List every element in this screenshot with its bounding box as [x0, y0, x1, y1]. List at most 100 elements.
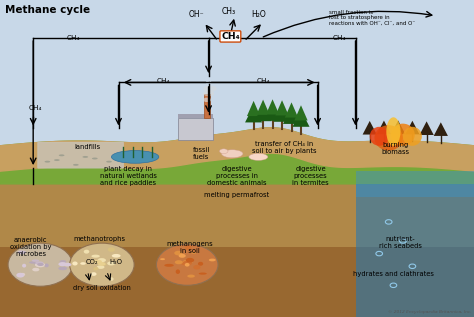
Circle shape	[70, 243, 134, 286]
Ellipse shape	[29, 261, 37, 264]
Polygon shape	[255, 104, 272, 121]
Ellipse shape	[221, 150, 243, 158]
Ellipse shape	[32, 260, 39, 262]
Ellipse shape	[98, 258, 106, 262]
Text: H₂O: H₂O	[109, 259, 123, 264]
Ellipse shape	[54, 159, 60, 161]
Text: © 2012 Encyclopaedia Britannica, Inc.: © 2012 Encyclopaedia Britannica, Inc.	[388, 310, 472, 314]
Ellipse shape	[98, 262, 106, 266]
Text: methanotrophs: methanotrophs	[73, 236, 126, 242]
Polygon shape	[292, 110, 310, 127]
Ellipse shape	[185, 245, 191, 250]
Ellipse shape	[219, 149, 228, 154]
Ellipse shape	[82, 156, 88, 158]
Text: melting permafrost: melting permafrost	[204, 192, 270, 198]
Text: CH₄: CH₄	[256, 78, 270, 84]
Polygon shape	[377, 120, 391, 134]
Ellipse shape	[59, 154, 64, 156]
Text: burning
biomass: burning biomass	[382, 142, 410, 156]
Ellipse shape	[58, 267, 67, 270]
Circle shape	[8, 243, 73, 286]
Ellipse shape	[28, 22, 85, 41]
Bar	[356, 184, 474, 317]
Bar	[178, 118, 213, 140]
Ellipse shape	[182, 260, 193, 263]
Ellipse shape	[203, 91, 214, 96]
Ellipse shape	[37, 263, 44, 266]
Polygon shape	[363, 121, 377, 134]
Ellipse shape	[199, 273, 207, 275]
Ellipse shape	[97, 265, 105, 269]
Text: anaerobic
oxidation by
microbes: anaerobic oxidation by microbes	[10, 237, 52, 257]
Polygon shape	[391, 120, 405, 134]
Polygon shape	[294, 105, 308, 120]
Ellipse shape	[98, 263, 106, 265]
Ellipse shape	[35, 263, 45, 267]
Ellipse shape	[32, 268, 39, 271]
Ellipse shape	[198, 262, 203, 266]
Ellipse shape	[64, 263, 72, 267]
Ellipse shape	[59, 32, 102, 44]
Ellipse shape	[203, 98, 211, 102]
Text: methanogens
in soil: methanogens in soil	[166, 241, 213, 254]
Ellipse shape	[108, 247, 115, 252]
Ellipse shape	[91, 272, 97, 276]
Polygon shape	[264, 104, 281, 121]
Ellipse shape	[403, 127, 422, 146]
Ellipse shape	[107, 261, 115, 265]
Ellipse shape	[174, 251, 182, 256]
Ellipse shape	[16, 273, 24, 278]
Ellipse shape	[110, 277, 114, 281]
Ellipse shape	[160, 258, 165, 260]
Ellipse shape	[191, 252, 196, 254]
Bar	[0, 184, 474, 317]
Text: hydrates and clathrates: hydrates and clathrates	[353, 271, 434, 277]
Text: small fraction is
lost to stratosphere in
reactions with OH⁻, Cl⁻, and O⁻: small fraction is lost to stratosphere i…	[329, 10, 416, 26]
Text: digestive
processes
in termites: digestive processes in termites	[292, 166, 329, 186]
Ellipse shape	[34, 262, 41, 266]
Text: CH₄: CH₄	[29, 106, 42, 111]
Polygon shape	[256, 100, 270, 115]
Text: CH₄: CH₄	[67, 35, 80, 41]
Ellipse shape	[176, 269, 180, 274]
Ellipse shape	[249, 153, 268, 160]
Text: transfer of CH₄ in
soil to air by plants: transfer of CH₄ in soil to air by plants	[252, 141, 317, 154]
Ellipse shape	[182, 261, 192, 265]
Text: OH⁻: OH⁻	[189, 10, 204, 19]
Text: nutrient-
rich seabeds: nutrient- rich seabeds	[379, 236, 422, 249]
Polygon shape	[245, 106, 262, 122]
Ellipse shape	[94, 267, 99, 270]
Polygon shape	[247, 101, 260, 116]
Bar	[178, 114, 213, 118]
Ellipse shape	[111, 151, 159, 163]
Ellipse shape	[106, 161, 112, 163]
Bar	[0, 247, 474, 317]
Bar	[356, 171, 474, 197]
Ellipse shape	[72, 262, 78, 266]
Ellipse shape	[327, 36, 384, 59]
Ellipse shape	[20, 273, 25, 276]
Text: Methane cycle: Methane cycle	[5, 5, 90, 15]
Ellipse shape	[360, 38, 446, 63]
Ellipse shape	[35, 261, 44, 265]
Bar	[0, 146, 474, 184]
Circle shape	[156, 244, 218, 285]
Ellipse shape	[45, 161, 50, 163]
Text: CH₄: CH₄	[221, 32, 240, 41]
Text: CO₂: CO₂	[86, 259, 99, 264]
Ellipse shape	[19, 30, 57, 46]
Ellipse shape	[22, 264, 26, 268]
Text: digestive
processes in
domestic animals: digestive processes in domestic animals	[207, 166, 267, 186]
Text: landfills: landfills	[74, 145, 101, 150]
Polygon shape	[273, 105, 291, 122]
Ellipse shape	[186, 258, 194, 262]
Ellipse shape	[112, 254, 120, 258]
Polygon shape	[266, 99, 279, 114]
Bar	[204, 94, 210, 118]
Ellipse shape	[175, 260, 183, 264]
Ellipse shape	[92, 158, 98, 159]
Ellipse shape	[35, 263, 45, 267]
Ellipse shape	[187, 275, 195, 278]
Ellipse shape	[84, 250, 89, 254]
Ellipse shape	[164, 264, 174, 267]
